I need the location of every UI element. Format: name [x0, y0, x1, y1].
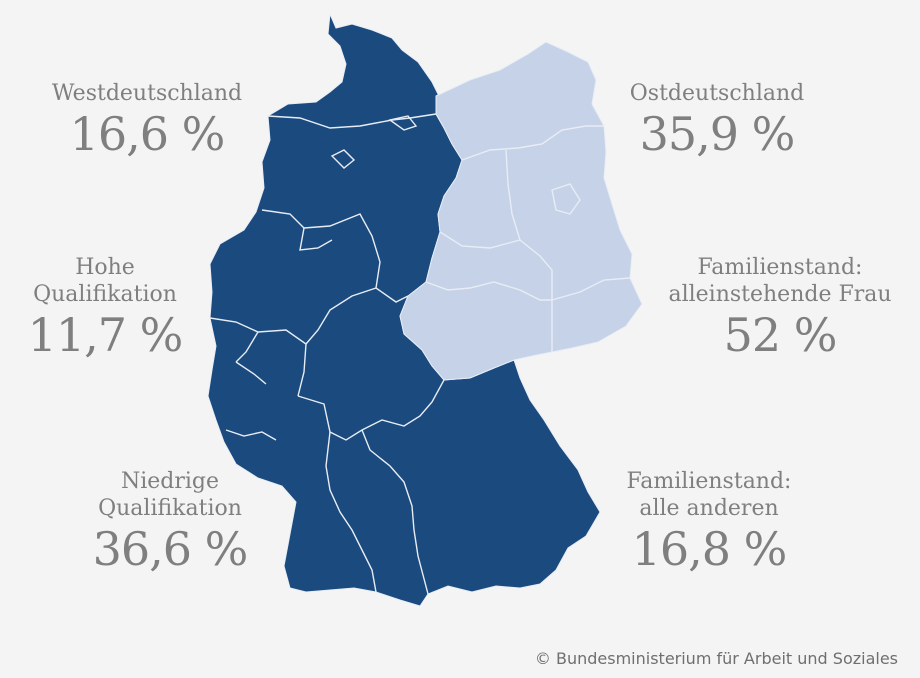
stat-low-qualification: Niedrige Qualifikation 36,6 %: [45, 468, 295, 576]
stat-west-value: 16,6 %: [69, 107, 226, 161]
stat-east-value: 35,9 %: [639, 107, 796, 161]
stat-west-label: Westdeutschland: [51, 81, 243, 106]
stat-low-qualification-label-line1: Niedrige: [120, 469, 220, 494]
stat-low-qualification-label-line2: Qualifikation: [98, 496, 242, 521]
stat-high-qualification-label-line2: Qualifikation: [33, 282, 177, 307]
stat-single-woman-label-line1: Familienstand:: [697, 255, 863, 280]
stat-east-label: Ostdeutschland: [629, 81, 805, 106]
stat-single-woman-label-line2: alleinstehende Frau: [668, 282, 892, 307]
stat-others-label-line1: Familienstand:: [626, 469, 792, 494]
stat-single-woman: Familienstand: alleinstehende Frau 52 %: [650, 254, 910, 362]
stat-high-qualification-label-line1: Hohe: [75, 255, 135, 280]
stat-others-label-line2: alle anderen: [639, 496, 779, 521]
stat-high-qualification: Hohe Qualifikation 11,7 %: [0, 254, 230, 362]
stat-others: Familienstand: alle anderen 16,8 %: [584, 468, 834, 576]
state-borders: [209, 113, 631, 595]
copyright-notice: © Bundesministerium für Arbeit und Sozia…: [534, 649, 898, 668]
stat-high-qualification-value: 11,7 %: [27, 308, 184, 362]
stat-single-woman-value: 52 %: [723, 308, 838, 362]
stat-low-qualification-value: 36,6 %: [92, 522, 249, 576]
stat-others-value: 16,8 %: [631, 522, 788, 576]
stat-west: Westdeutschland 16,6 %: [22, 80, 272, 161]
stat-east: Ostdeutschland 35,9 %: [592, 80, 842, 161]
